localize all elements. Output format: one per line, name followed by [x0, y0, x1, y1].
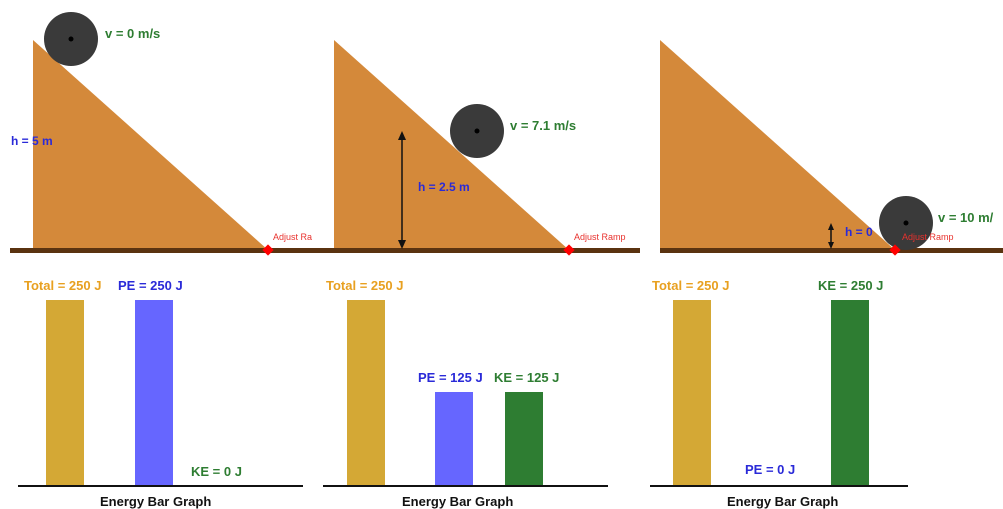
- ke-label: KE = 250 J: [818, 278, 884, 293]
- adjust-ramp-handle-1[interactable]: [262, 244, 274, 256]
- ramp-3: [660, 40, 895, 250]
- total-energy-label: Total = 250 J: [24, 278, 102, 293]
- wheel-2[interactable]: [450, 104, 504, 158]
- ramp-1: [33, 40, 268, 250]
- ground-2: [316, 248, 640, 253]
- pe-label: PE = 125 J: [418, 370, 483, 385]
- graph-title: Energy Bar Graph: [402, 494, 514, 509]
- ground-1: [10, 248, 322, 253]
- adjust-ramp-handle-2[interactable]: [563, 244, 575, 256]
- adjust-ramp-label: Adjust Ra: [273, 232, 313, 242]
- graph-title: Energy Bar Graph: [100, 494, 212, 509]
- height-label: h = 0: [845, 225, 873, 239]
- velocity-label: v = 10 m/: [938, 210, 994, 225]
- height-arrow-3: [828, 223, 834, 249]
- adjust-ramp-label: Adjust Ramp: [902, 232, 954, 242]
- pe-label: PE = 0 J: [745, 462, 796, 477]
- velocity-label: v = 0 m/s: [105, 26, 161, 41]
- wheel-3[interactable]: [879, 196, 933, 250]
- total-energy-bar: [673, 300, 711, 485]
- pe-label: PE = 250 J: [118, 278, 183, 293]
- ke-bar: [831, 300, 869, 485]
- ke-label: KE = 0 J: [191, 464, 242, 479]
- pe-bar: [135, 300, 173, 485]
- adjust-ramp-label: Adjust Ramp: [574, 232, 626, 242]
- pe-bar: [435, 392, 473, 485]
- height-label: h = 5 m: [11, 134, 53, 148]
- ground-3: [660, 248, 1003, 253]
- velocity-label: v = 7.1 m/s: [510, 118, 577, 133]
- ramp-2: [334, 40, 569, 250]
- height-label: h = 2.5 m: [418, 180, 470, 194]
- adjust-ramp-handle-3[interactable]: [889, 244, 901, 256]
- total-energy-bar: [46, 300, 84, 485]
- total-energy-label: Total = 250 J: [652, 278, 730, 293]
- height-arrow-2: [398, 131, 406, 249]
- ke-label: KE = 125 J: [494, 370, 560, 385]
- graph-title: Energy Bar Graph: [727, 494, 839, 509]
- ke-bar: [505, 392, 543, 485]
- total-energy-label: Total = 250 J: [326, 278, 404, 293]
- total-energy-bar: [347, 300, 385, 485]
- wheel-1[interactable]: [44, 12, 98, 66]
- graph-baseline: [323, 485, 608, 487]
- graph-baseline: [650, 485, 908, 487]
- graph-baseline: [18, 485, 303, 487]
